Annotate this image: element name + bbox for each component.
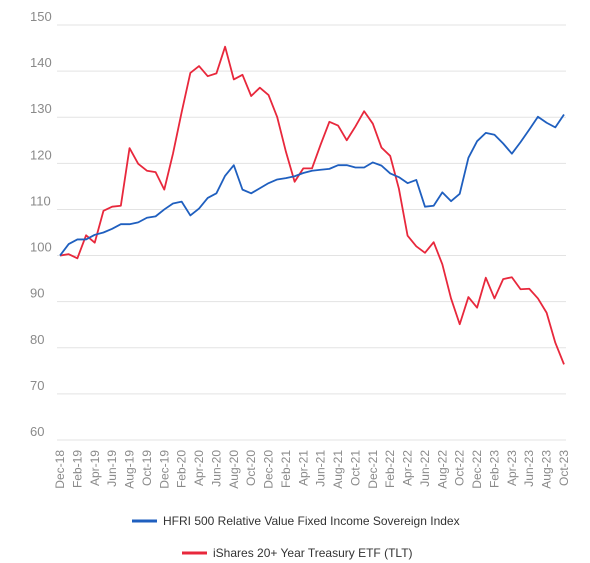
gridlines	[57, 24, 566, 441]
x-tick-label: Oct-23	[557, 450, 571, 486]
y-tick-label: 100	[30, 240, 52, 255]
x-tick-label: Jun-21	[314, 450, 328, 487]
x-tick-label: Dec-20	[262, 450, 276, 489]
x-tick-label: Aug-21	[331, 450, 345, 489]
x-tick-label: Dec-19	[157, 450, 171, 489]
x-tick-label: Feb-22	[383, 450, 397, 488]
series-lines	[59, 45, 565, 365]
x-axis-ticks: Dec-18 Feb-19 Apr-19 Jun-19 Aug-19 Oct-19 Dec-…	[53, 450, 571, 489]
x-tick-label: Dec-21	[366, 450, 380, 489]
x-tick-label: Apr-19	[88, 450, 102, 486]
x-tick-label: Oct-22	[453, 450, 467, 486]
series-line-tlt	[59, 45, 565, 365]
y-tick-label: 140	[30, 55, 52, 70]
x-tick-label: Aug-22	[435, 450, 449, 489]
y-tick-label: 150	[30, 9, 52, 24]
y-tick-label: 130	[30, 101, 52, 116]
y-tick-label: 90	[30, 286, 44, 301]
x-tick-label: Aug-19	[123, 450, 137, 489]
y-tick-label: 60	[30, 424, 44, 439]
legend-label-tlt: iShares 20+ Year Treasury ETF (TLT)	[213, 546, 413, 560]
y-tick-label: 70	[30, 378, 44, 393]
x-tick-label: Dec-18	[53, 450, 67, 489]
x-tick-label: Apr-22	[401, 450, 415, 486]
series-line-hfri	[59, 113, 565, 257]
x-tick-label: Dec-22	[470, 450, 484, 489]
x-tick-label: Jun-23	[522, 450, 536, 487]
x-tick-label: Aug-23	[540, 450, 554, 489]
x-tick-label: Feb-20	[175, 450, 189, 488]
y-axis-ticks: 60 70 80 90 100 110 120 130 140 150	[30, 9, 52, 439]
y-tick-label: 80	[30, 332, 44, 347]
y-tick-label: 110	[30, 193, 51, 208]
x-tick-label: Feb-23	[487, 450, 501, 488]
x-tick-label: Aug-20	[227, 450, 241, 489]
legend-label-hfri: HFRI 500 Relative Value Fixed Income Sov…	[163, 514, 460, 528]
x-tick-label: Oct-20	[244, 450, 258, 486]
legend: HFRI 500 Relative Value Fixed Income Sov…	[132, 514, 460, 560]
x-tick-label: Feb-19	[70, 450, 84, 488]
y-tick-label: 120	[30, 147, 52, 162]
x-tick-label: Apr-23	[505, 450, 519, 486]
x-tick-label: Oct-19	[140, 450, 154, 486]
x-tick-label: Jun-22	[418, 450, 432, 487]
x-tick-label: Oct-21	[348, 450, 362, 486]
x-tick-label: Apr-20	[192, 450, 206, 486]
x-tick-label: Apr-21	[296, 450, 310, 486]
x-tick-label: Feb-21	[279, 450, 293, 488]
x-tick-label: Jun-20	[209, 450, 223, 487]
x-tick-label: Jun-19	[105, 450, 119, 487]
